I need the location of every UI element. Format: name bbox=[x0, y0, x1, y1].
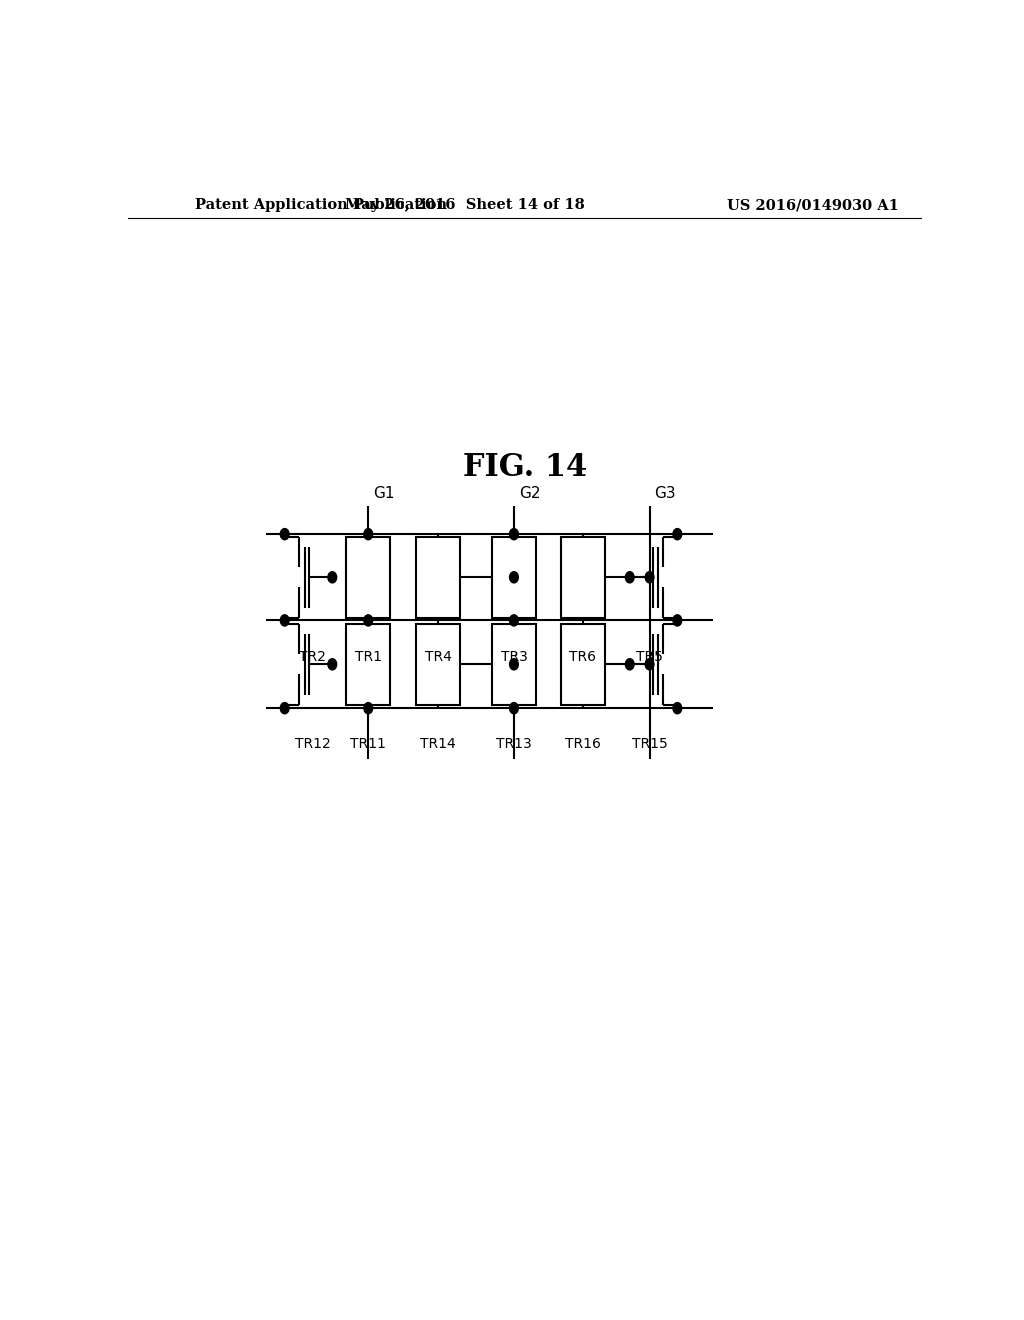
Text: Patent Application Publication: Patent Application Publication bbox=[196, 198, 447, 213]
Text: TR5: TR5 bbox=[636, 651, 663, 664]
Circle shape bbox=[510, 659, 518, 669]
Circle shape bbox=[281, 702, 289, 714]
Text: May 26, 2016  Sheet 14 of 18: May 26, 2016 Sheet 14 of 18 bbox=[345, 198, 585, 213]
Circle shape bbox=[626, 659, 634, 669]
Circle shape bbox=[645, 572, 654, 583]
Text: US 2016/0149030 A1: US 2016/0149030 A1 bbox=[727, 198, 899, 213]
Circle shape bbox=[673, 615, 682, 626]
Circle shape bbox=[673, 528, 682, 540]
Bar bbox=[561, 623, 605, 705]
Text: G3: G3 bbox=[654, 486, 676, 502]
Circle shape bbox=[364, 702, 373, 714]
Circle shape bbox=[281, 528, 289, 540]
Circle shape bbox=[673, 702, 682, 714]
Circle shape bbox=[364, 528, 373, 540]
Bar bbox=[346, 537, 390, 618]
Circle shape bbox=[328, 572, 337, 583]
Bar bbox=[561, 537, 605, 618]
Text: TR3: TR3 bbox=[501, 651, 527, 664]
Circle shape bbox=[281, 615, 289, 626]
Circle shape bbox=[364, 615, 373, 626]
Circle shape bbox=[510, 528, 518, 540]
Text: TR15: TR15 bbox=[632, 738, 668, 751]
Circle shape bbox=[645, 659, 654, 669]
Circle shape bbox=[510, 615, 518, 626]
Text: TR1: TR1 bbox=[354, 651, 382, 664]
Bar bbox=[492, 537, 537, 618]
Circle shape bbox=[510, 702, 518, 714]
Text: TR4: TR4 bbox=[425, 651, 452, 664]
Bar bbox=[492, 623, 537, 705]
Circle shape bbox=[328, 659, 337, 669]
Bar bbox=[346, 623, 390, 705]
Text: TR12: TR12 bbox=[295, 738, 331, 751]
Text: TR13: TR13 bbox=[496, 738, 531, 751]
Circle shape bbox=[510, 572, 518, 583]
Text: FIG. 14: FIG. 14 bbox=[463, 451, 587, 483]
Bar bbox=[416, 623, 460, 705]
Bar bbox=[416, 537, 460, 618]
Text: TR14: TR14 bbox=[420, 738, 456, 751]
Circle shape bbox=[626, 572, 634, 583]
Text: TR11: TR11 bbox=[350, 738, 386, 751]
Text: G2: G2 bbox=[519, 486, 541, 502]
Text: TR6: TR6 bbox=[569, 651, 596, 664]
Text: G1: G1 bbox=[373, 486, 394, 502]
Text: TR2: TR2 bbox=[299, 651, 326, 664]
Text: TR16: TR16 bbox=[565, 738, 601, 751]
